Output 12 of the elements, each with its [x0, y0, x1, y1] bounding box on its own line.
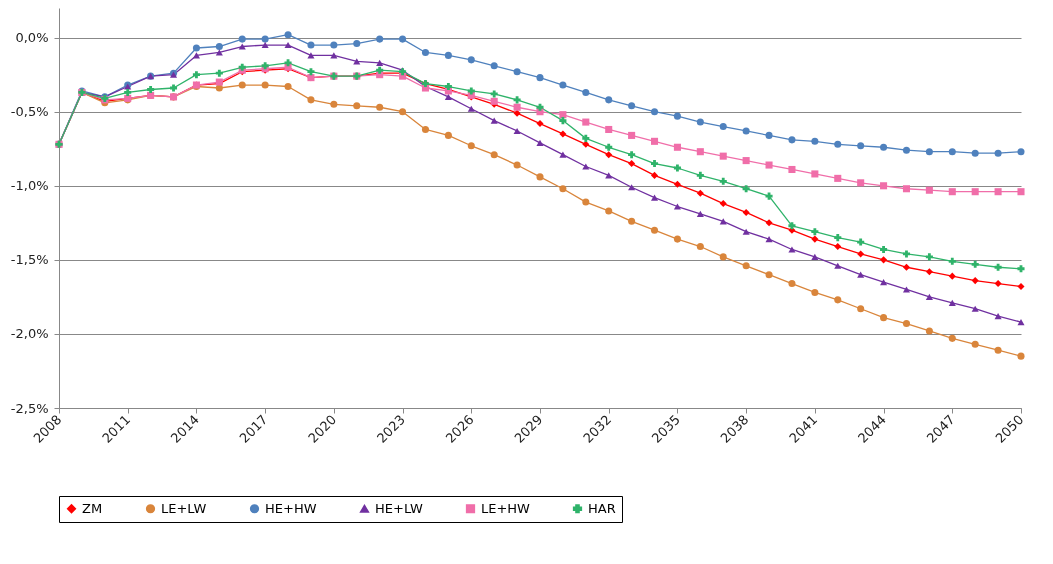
legend-label: HAR	[588, 500, 616, 516]
y-tick-label: -1,0%	[10, 178, 49, 194]
y-tick-label: -0,5%	[10, 104, 49, 120]
y-tick-label: -1,5%	[10, 252, 49, 268]
y-tick-label: -2,5%	[10, 400, 49, 416]
y-tick-label: 0,0%	[15, 30, 49, 46]
legend-label: LE+LW	[161, 500, 207, 516]
y-tick-label: -2,0%	[10, 326, 49, 342]
legend-label: HE+HW	[265, 500, 317, 516]
legend-label: LE+HW	[481, 500, 531, 516]
legend-label: ZM	[82, 500, 103, 516]
legend-label: HE+LW	[375, 500, 423, 516]
